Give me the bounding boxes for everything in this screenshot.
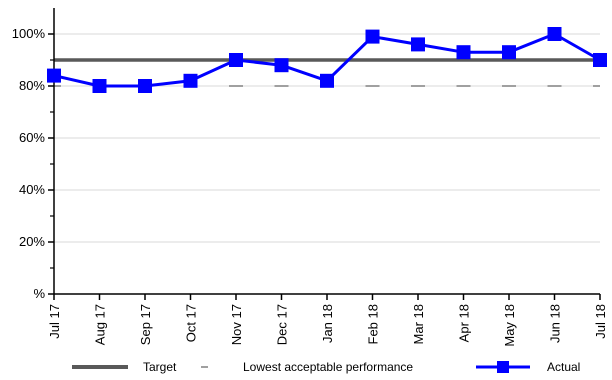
x-tick-label: Mar 18 [411, 304, 426, 344]
axes [48, 8, 601, 300]
actual-point [47, 68, 61, 83]
x-tick-label: Oct 17 [184, 304, 199, 342]
actual-point [138, 79, 152, 93]
x-tick-label: Sep 17 [138, 304, 153, 345]
y-tick-label: 80% [19, 78, 45, 93]
legend-lowest-label: Lowest acceptable performance [243, 360, 413, 374]
actual-point [274, 58, 289, 73]
x-tick-label: Dec 17 [275, 304, 290, 345]
actual-point [229, 53, 243, 67]
x-tick-label: May 18 [502, 304, 517, 347]
y-tick-label: % [33, 286, 45, 301]
actual-point [411, 37, 425, 52]
actual-series [47, 27, 607, 93]
x-tick-label: Jan 18 [320, 304, 335, 343]
x-tick-label: Nov 17 [229, 304, 244, 345]
y-tick-label: 20% [19, 234, 45, 249]
x-tick-label: Jul 18 [593, 304, 608, 339]
actual-point [365, 29, 380, 44]
x-tick-label: Aug 17 [93, 304, 108, 345]
x-tick-label: Jul 17 [47, 304, 62, 339]
x-tick-label: Feb 18 [366, 304, 381, 344]
actual-point [456, 45, 471, 60]
legend-actual-marker [497, 361, 509, 373]
x-tick-label: Apr 18 [457, 304, 472, 342]
actual-point [183, 73, 198, 88]
y-tick-label: 40% [19, 182, 45, 197]
x-tick-labels: Jul 17 Aug 17 Sep 17 Oct 17 Nov 17 Dec 17 Jan … [47, 304, 608, 347]
actual-point [92, 79, 107, 93]
actual-point [320, 73, 334, 88]
legend: Target Lowest acceptable performance Act… [72, 360, 580, 374]
y-tick-label: 60% [19, 130, 45, 145]
legend-target-label: Target [143, 360, 177, 374]
x-tick-label: Jun 18 [548, 304, 563, 343]
y-tick-label: 100% [12, 26, 46, 41]
actual-point [502, 45, 516, 60]
plot-area [54, 8, 600, 294]
legend-actual-label: Actual [547, 360, 580, 374]
y-tick-labels: % 20% 40% 60% 80% 100% [12, 26, 46, 301]
actual-point [547, 27, 562, 41]
actual-point [593, 53, 607, 67]
